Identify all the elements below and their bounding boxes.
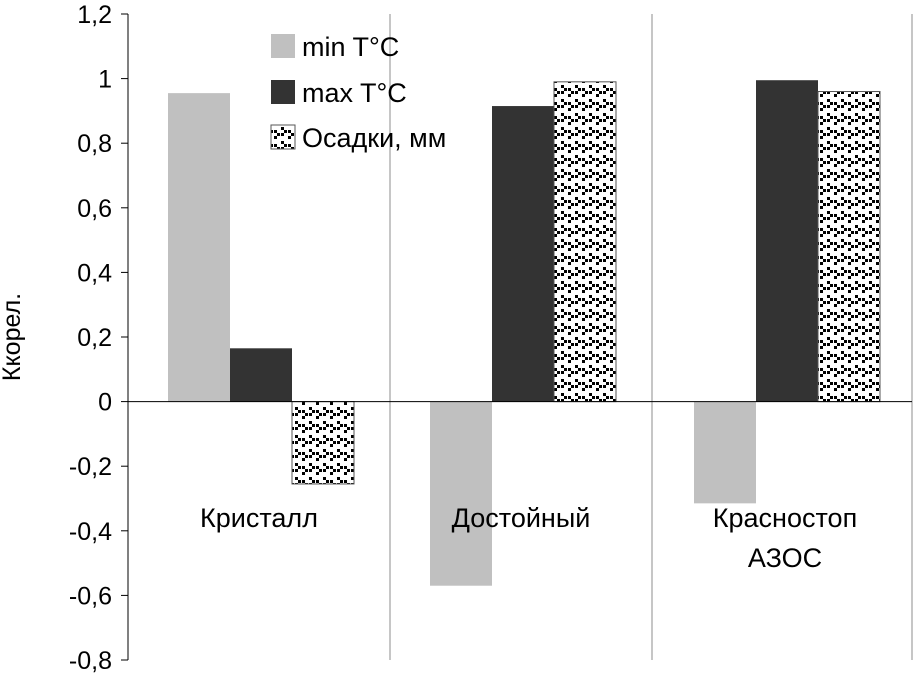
legend-swatch xyxy=(271,34,295,58)
y-tick-label: 0 xyxy=(98,389,112,417)
legend-swatch xyxy=(271,80,295,104)
category-label: Кристалл xyxy=(200,503,318,533)
bar xyxy=(168,93,230,402)
y-tick-label: -0,8 xyxy=(69,647,112,675)
y-tick-label: 1,2 xyxy=(77,1,112,29)
bar xyxy=(291,401,355,485)
y-tick-label: -0,2 xyxy=(69,453,112,481)
legend-label: min T°C xyxy=(302,32,399,62)
bar xyxy=(817,91,881,403)
category-label: Красностоп xyxy=(713,503,857,533)
y-tick-label: -0,4 xyxy=(69,518,112,546)
category-labels: Кристалл Достойный Красностоп АЗОС xyxy=(200,503,857,573)
bar xyxy=(230,348,292,402)
y-tick-label: 1 xyxy=(98,66,112,94)
bar xyxy=(492,106,554,402)
y-tick-label: 0,6 xyxy=(77,195,112,223)
category-label: АЗОС xyxy=(748,543,822,573)
y-axis-ticks: -0,8 -0,6 -0,4 -0,2 0 0,2 0,4 0,6 0,8 1 1,2 xyxy=(69,1,128,675)
legend: min T°C max T°C Осадки, мм xyxy=(270,32,446,153)
bar xyxy=(756,80,818,402)
y-axis-title: Ккорел. xyxy=(0,293,26,381)
y-tick-label: 0,4 xyxy=(77,259,112,287)
category-label: Достойный xyxy=(452,503,591,533)
bar xyxy=(553,81,617,403)
y-tick-label: 0,2 xyxy=(77,324,112,352)
bar xyxy=(430,401,492,586)
legend-label: max T°C xyxy=(302,78,407,108)
y-tick-label: -0,6 xyxy=(69,582,112,610)
legend-label: Осадки, мм xyxy=(302,123,446,153)
bars-group xyxy=(168,80,881,586)
plot-area xyxy=(389,14,913,660)
legend-swatch xyxy=(270,124,296,150)
bar xyxy=(694,401,756,504)
y-tick-label: 0,8 xyxy=(77,130,112,158)
